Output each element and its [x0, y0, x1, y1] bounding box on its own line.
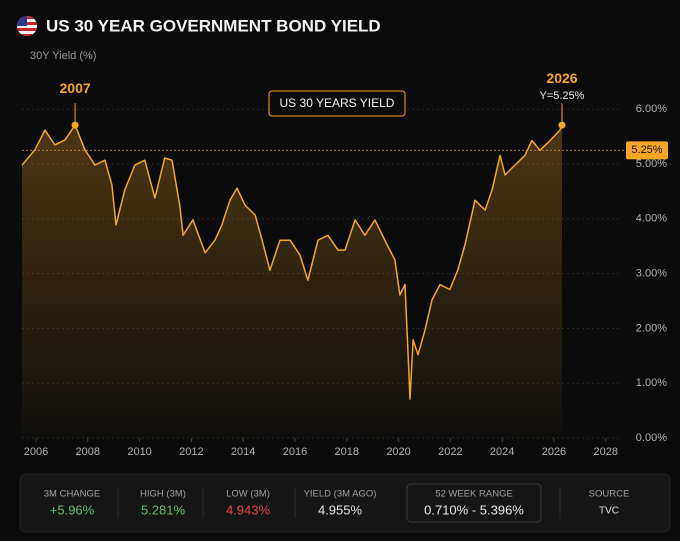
annotation-label: 2007: [60, 80, 91, 96]
line: [21, 124, 563, 400]
stat-value: 5.281%: [141, 502, 186, 517]
flag-icon: [17, 16, 37, 36]
annotation-label: 2026: [546, 70, 577, 86]
x-tick-label: 2006: [24, 446, 48, 458]
y-tick-label: 1.00%: [636, 377, 667, 389]
x-tick-label: 2018: [335, 446, 359, 458]
plot-area: 0.00% 1.00% 2.00% 3.00% 4.00% 5.00% 6.00% 2006 2…: [21, 70, 668, 458]
annotation-marker: [71, 121, 79, 129]
legend-box: [268, 90, 406, 117]
y-tick-label: 6.00%: [636, 103, 667, 115]
stats-row: 3M CHANGE +5.96% HIGH (3M) 5.281% LOW (3M) 4.…: [44, 483, 630, 523]
x-tick-label: 2020: [386, 446, 410, 458]
annotation-marker: [558, 121, 566, 129]
stat-value: 0.710% - 5.396%: [424, 502, 524, 517]
x-tick-label: 2026: [542, 446, 566, 458]
stat-label: 52 WEEK RANGE: [435, 489, 513, 500]
area-fill: [22, 125, 562, 438]
chart-title: US 30 YEAR GOVERNMENT BOND YIELD: [46, 16, 381, 35]
y-tick-label: 4.00%: [636, 213, 667, 225]
y-axis-label: 30Y Yield (%): [30, 50, 96, 62]
x-tick-label: 2010: [127, 446, 151, 458]
y-tick-label: 3.00%: [636, 268, 667, 280]
x-tick-label: 2024: [490, 446, 514, 458]
price-label-box: [626, 141, 668, 160]
y-tick-label: 0.00%: [636, 432, 667, 444]
stat-label: 3M CHANGE: [44, 489, 100, 500]
stat-label: LOW (3M): [226, 489, 270, 500]
stat-value: 4.943%: [226, 502, 271, 517]
y-tick-label: 5.00%: [636, 158, 667, 170]
annotation-text: Y=5.25%: [540, 90, 585, 102]
x-tick-label: 2016: [283, 446, 307, 458]
x-tick-label: 2028: [594, 446, 618, 458]
price-label: 5.25%: [631, 144, 662, 156]
stat-value: +5.96%: [50, 502, 95, 517]
legend-label: US 30 YEARS YIELD: [280, 96, 395, 110]
x-tick-label: 2012: [179, 446, 203, 458]
stat-label: HIGH (3M): [140, 489, 186, 500]
x-tick-label: 2022: [438, 446, 462, 458]
stat-label: SOURCE: [589, 489, 630, 500]
stat-label: YIELD (3M AGO): [304, 489, 377, 500]
stat-value: 4.955%: [318, 502, 363, 517]
stats-panel: [19, 473, 671, 533]
x-tick-label: 2008: [76, 446, 100, 458]
stat-value: TVC: [599, 506, 619, 517]
x-tick-label: 2014: [231, 446, 255, 458]
y-tick-label: 2.00%: [636, 322, 667, 334]
range-box: [406, 483, 542, 523]
